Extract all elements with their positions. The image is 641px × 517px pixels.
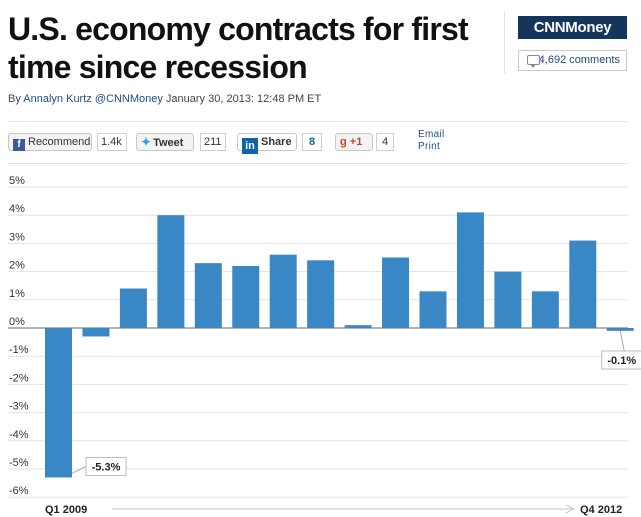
bar-q4-2010 xyxy=(307,260,335,328)
linkedin-icon: in xyxy=(242,138,258,154)
bar-q2-2010 xyxy=(232,265,260,328)
linkedin-share-button[interactable]: in Share xyxy=(237,133,297,154)
google-plus-label: +1 xyxy=(349,136,363,148)
author-link[interactable]: Annalyn Kurtz xyxy=(23,93,92,105)
y-tick-label: -6% xyxy=(9,485,29,497)
speech-bubble-icon xyxy=(527,55,540,68)
divider-top xyxy=(8,121,628,122)
callout-box xyxy=(601,350,641,370)
bar-q1-2012 xyxy=(494,271,522,328)
facebook-count: 1.4k xyxy=(97,133,127,151)
y-tick-label: 0% xyxy=(9,316,25,328)
y-tick-label: -4% xyxy=(9,429,29,441)
byline-prefix: By xyxy=(8,93,21,105)
gdp-bar-chart: 5% 4% 3% 2% 1% 0% -1% -2% -3% -4% -5% -6% -5.3% -0.1… xyxy=(8,176,641,516)
facebook-recommend-button[interactable]: f Recommend xyxy=(8,133,92,151)
email-link[interactable]: Email xyxy=(418,129,445,140)
google-plus-one-button[interactable]: g +1 xyxy=(335,133,373,151)
bar-q2-2011 xyxy=(382,257,410,328)
y-tick-label: 3% xyxy=(9,231,25,243)
y-tick-label: 5% xyxy=(9,176,25,187)
bar-q2-2012 xyxy=(531,291,559,328)
y-tick-label: 2% xyxy=(9,260,25,272)
y-tick-label: -1% xyxy=(9,344,29,356)
bar-q2-2009 xyxy=(82,328,110,337)
tweet-button[interactable]: ✦ Tweet xyxy=(136,133,194,151)
bar-q4-2011 xyxy=(456,212,484,328)
chart-gridlines: 5% 4% 3% 2% 1% 0% -1% -2% -3% -4% -5% -6% xyxy=(8,176,628,498)
header-divider xyxy=(504,12,505,74)
facebook-label: Recommend xyxy=(28,136,91,148)
x-axis-arrow-head xyxy=(565,504,576,514)
data-label-first: -5.3% xyxy=(92,461,121,473)
linkedin-label: Share xyxy=(261,136,292,148)
comments-count: 4,692 comments xyxy=(538,54,620,66)
publish-date: January 30, 2013: 12:48 PM ET xyxy=(165,93,322,105)
y-tick-label: 4% xyxy=(9,203,25,215)
bar-q1-2011 xyxy=(344,325,372,328)
bar-q3-2011 xyxy=(419,291,447,328)
x-label-start: Q1 2009 xyxy=(45,504,87,516)
data-label-last: -0.1% xyxy=(607,355,636,367)
callout-leader xyxy=(619,330,625,352)
comments-button[interactable]: 4,692 comments xyxy=(518,50,627,71)
bar-q4-2012 xyxy=(606,328,634,331)
google-plus-count: 4 xyxy=(376,133,394,151)
linkedin-count: 8 xyxy=(302,133,322,151)
byline: By Annalyn Kurtz @CNNMoney January 30, 2… xyxy=(8,93,321,105)
y-tick-label: -3% xyxy=(9,401,29,413)
bar-q1-2010 xyxy=(194,263,222,328)
article-headline: U.S. economy contracts for first time si… xyxy=(8,11,469,85)
y-tick-label: -5% xyxy=(9,457,29,469)
bar-q1-2009 xyxy=(45,328,72,478)
y-tick-label: 1% xyxy=(9,288,25,300)
cnnmoney-logo[interactable]: CNNMoney xyxy=(518,16,627,39)
bar-q3-2009 xyxy=(119,288,147,328)
y-tick-label: -2% xyxy=(9,372,29,384)
bar-q3-2012 xyxy=(569,240,597,328)
tweet-label: Tweet xyxy=(153,137,184,149)
divider-bottom xyxy=(8,163,628,164)
twitter-handle-link[interactable]: @CNNMoney xyxy=(94,93,163,105)
twitter-bird-icon: ✦ xyxy=(141,135,152,149)
x-label-end: Q4 2012 xyxy=(580,504,622,516)
google-plus-icon: g xyxy=(340,136,347,148)
chart-data-labels: -5.3% -0.1% xyxy=(71,330,641,476)
callout-leader xyxy=(71,466,87,474)
bar-q3-2010 xyxy=(269,254,297,328)
chart-bars xyxy=(45,212,634,478)
callout-box xyxy=(85,456,127,476)
tweet-count: 211 xyxy=(200,133,226,151)
facebook-icon: f xyxy=(13,139,25,151)
bar-q4-2009 xyxy=(157,215,185,328)
print-link[interactable]: Print xyxy=(418,141,441,152)
